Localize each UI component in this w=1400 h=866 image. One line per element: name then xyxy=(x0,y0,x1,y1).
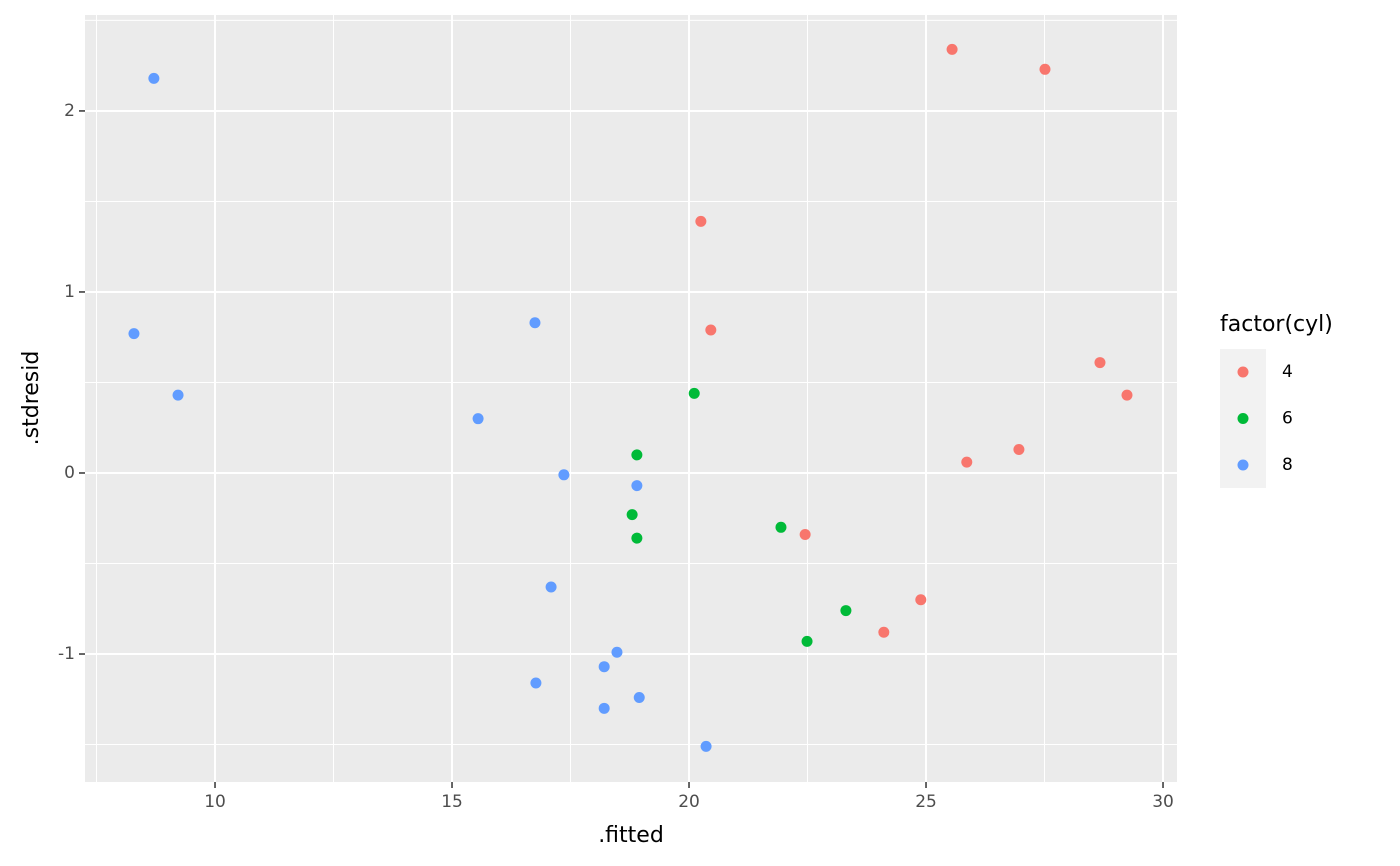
legend-key xyxy=(1237,413,1249,424)
point xyxy=(598,702,610,714)
point xyxy=(529,317,541,329)
point xyxy=(631,449,643,461)
point xyxy=(775,521,787,533)
y-axis-label: .stdresid xyxy=(19,351,44,446)
point xyxy=(915,594,927,606)
legend-label: 4 xyxy=(1282,362,1293,382)
panel xyxy=(85,15,1177,782)
point xyxy=(946,43,958,55)
point xyxy=(631,480,643,492)
point xyxy=(1013,443,1025,455)
point xyxy=(801,635,813,647)
y-tick-label: -1 xyxy=(58,644,75,664)
point xyxy=(558,469,570,481)
point xyxy=(530,677,542,689)
x-tick-label: 25 xyxy=(915,792,937,812)
point xyxy=(472,413,484,425)
grid xyxy=(85,15,1177,782)
point xyxy=(1039,63,1051,75)
points xyxy=(128,43,1133,752)
point xyxy=(172,389,184,401)
point xyxy=(878,626,890,638)
y-tick-label: 0 xyxy=(64,463,75,483)
x-axis-label: .fitted xyxy=(598,823,664,848)
point xyxy=(799,529,811,541)
point xyxy=(611,646,623,658)
x-tick-label: 15 xyxy=(441,792,463,812)
point xyxy=(626,509,638,521)
y-tick-label: 1 xyxy=(64,282,75,302)
point xyxy=(148,72,160,84)
legend-key xyxy=(1237,459,1249,471)
point xyxy=(705,324,717,336)
point xyxy=(700,740,712,752)
point xyxy=(128,328,140,340)
point xyxy=(598,661,610,673)
legend-key xyxy=(1237,366,1249,378)
point xyxy=(840,605,852,617)
point xyxy=(631,532,643,544)
legend-label: 8 xyxy=(1282,455,1293,475)
point xyxy=(695,215,707,227)
x-tick-label: 10 xyxy=(204,792,226,812)
legend-label: 6 xyxy=(1282,409,1293,429)
legend-title: factor(cyl) xyxy=(1220,312,1333,337)
x-tick-label: 20 xyxy=(678,792,700,812)
point xyxy=(961,456,973,468)
point xyxy=(688,387,700,399)
point xyxy=(633,691,645,703)
point xyxy=(1121,389,1133,401)
point xyxy=(545,581,557,593)
y-tick-label: 2 xyxy=(64,101,75,121)
point xyxy=(1094,357,1106,369)
x-tick-label: 30 xyxy=(1152,792,1174,812)
